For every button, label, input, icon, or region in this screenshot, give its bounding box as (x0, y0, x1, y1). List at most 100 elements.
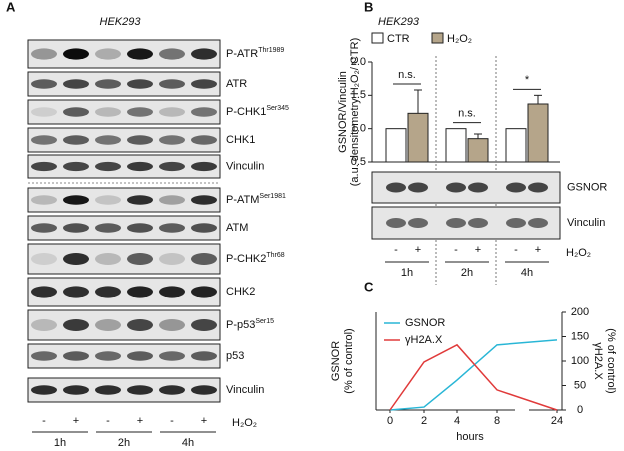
band (95, 223, 121, 233)
y-axis-label: GSNOR (330, 341, 342, 381)
band (31, 79, 57, 89)
blot (27, 277, 221, 307)
y2-tick-label: 0 (577, 404, 583, 416)
time-label: 2h (461, 267, 473, 279)
protein-label: p53 (226, 350, 244, 362)
band (127, 107, 153, 117)
site-label: Ser345 (266, 105, 289, 112)
legend-label: H₂O₂ (447, 33, 472, 45)
blot (27, 39, 221, 69)
protein-name: p53 (226, 350, 244, 362)
band (95, 319, 121, 331)
protein-label: CHK2 (226, 286, 255, 298)
band (63, 351, 89, 361)
time-label: 1h (54, 437, 66, 449)
axis-break (515, 408, 529, 412)
protein-name: Vinculin (226, 384, 264, 396)
protein-label: GSNOR (567, 181, 607, 193)
panel-title: HEK293 (378, 16, 420, 28)
band (127, 161, 153, 172)
time-label: 4h (521, 267, 533, 279)
protein-name: ATM (226, 222, 248, 234)
protein-label: P-CHK2Thr68 (226, 252, 285, 265)
band (386, 182, 406, 193)
lane-sign: - (394, 244, 398, 256)
band (408, 218, 428, 228)
band (159, 253, 185, 265)
band (31, 223, 57, 233)
lane-sign: + (415, 244, 421, 256)
blot (27, 377, 221, 403)
band (63, 48, 89, 60)
band (63, 107, 89, 117)
band (191, 286, 217, 298)
band (191, 351, 217, 361)
blot (27, 343, 221, 369)
bar (385, 128, 407, 163)
protein-name: CHK1 (226, 134, 255, 146)
band (191, 385, 217, 395)
band (159, 135, 185, 145)
band (191, 195, 217, 205)
lane-sign: - (106, 415, 110, 427)
protein-label: Vinculin (226, 384, 264, 396)
band (159, 195, 185, 205)
protein-name: P-ATR (226, 48, 258, 60)
site-label: Thr68 (266, 252, 284, 259)
band (31, 195, 57, 205)
band (95, 161, 121, 172)
band (31, 286, 57, 298)
band (408, 182, 428, 193)
bar (467, 138, 489, 163)
band (63, 161, 89, 172)
panel-letter: B (364, 0, 373, 14)
y2-axis-label: (% of control) (605, 328, 617, 393)
bar (527, 103, 549, 163)
band (191, 319, 217, 331)
band (63, 195, 89, 205)
band (159, 107, 185, 117)
y-tick-label: 1.5 (351, 89, 366, 101)
data-line (389, 343, 558, 411)
protein-name: P-ATM (226, 194, 259, 206)
protein-label: P-p53Ser15 (226, 318, 274, 331)
blot (27, 154, 221, 179)
band (191, 253, 217, 265)
protein-label: P-CHK1Ser345 (226, 105, 289, 118)
y-tick-label: 2.0 (351, 56, 366, 68)
blot (27, 215, 221, 241)
y2-tick-label: 150 (571, 330, 589, 342)
band (191, 79, 217, 89)
protein-label: P-ATRThr1989 (226, 47, 284, 60)
band (63, 385, 89, 395)
band (63, 79, 89, 89)
x-tick-label: 4 (454, 415, 460, 427)
time-label: 4h (182, 437, 194, 449)
protein-name: ATR (226, 78, 247, 90)
band (386, 218, 406, 228)
blot (27, 309, 221, 341)
legend-label: CTR (387, 33, 410, 45)
band (95, 385, 121, 395)
panel-title: HEK293 (100, 16, 142, 28)
site-label: Thr1989 (258, 47, 284, 54)
band (528, 218, 548, 228)
x-tick-label: 8 (494, 415, 500, 427)
x-axis-label: hours (456, 431, 484, 443)
lane-sign: + (201, 415, 207, 427)
band (95, 135, 121, 145)
y-axis-label: (% of control) (343, 328, 355, 393)
annotation: * (525, 74, 530, 86)
band (31, 319, 57, 331)
lane-sign: - (42, 415, 46, 427)
data-line (389, 339, 558, 411)
band (159, 351, 185, 361)
lane-sign: + (137, 415, 143, 427)
legend-swatch (431, 32, 444, 44)
annotation: n.s. (458, 108, 476, 120)
band (159, 223, 185, 233)
band (159, 161, 185, 172)
bar (407, 112, 429, 163)
band (63, 319, 89, 331)
